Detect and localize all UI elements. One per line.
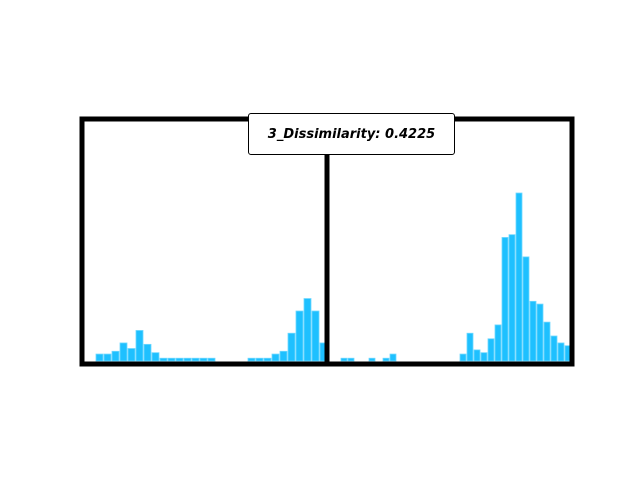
right-bar-20 bbox=[480, 352, 488, 362]
left-bar-12 bbox=[191, 357, 200, 362]
right-bar-31 bbox=[557, 342, 565, 362]
right-bar-22 bbox=[494, 324, 502, 362]
left-bar-2 bbox=[111, 350, 120, 362]
left-bar-0 bbox=[95, 353, 104, 362]
right-bar-26 bbox=[522, 256, 530, 362]
right-bar-27 bbox=[529, 300, 537, 362]
right-bar-28 bbox=[536, 303, 544, 362]
left-bar-9 bbox=[167, 357, 176, 362]
left-bar-21 bbox=[263, 357, 272, 362]
left-bar-3 bbox=[119, 342, 128, 362]
right-bar-0 bbox=[340, 357, 348, 362]
left-bar-4 bbox=[127, 348, 136, 362]
left-bar-8 bbox=[159, 357, 168, 362]
right-bar-17 bbox=[459, 353, 467, 362]
histogram-panel-right bbox=[340, 192, 572, 362]
left-bar-11 bbox=[183, 357, 192, 362]
left-bar-26 bbox=[303, 298, 312, 362]
left-bar-13 bbox=[199, 357, 208, 362]
right-bar-4 bbox=[368, 357, 376, 362]
right-bar-18 bbox=[466, 332, 474, 362]
left-bar-22 bbox=[271, 353, 280, 362]
left-bar-19 bbox=[247, 357, 256, 362]
left-bar-5 bbox=[135, 330, 144, 362]
left-panel-frame bbox=[79, 116, 330, 367]
right-bar-21 bbox=[487, 338, 495, 362]
left-bar-7 bbox=[151, 352, 160, 362]
right-bar-30 bbox=[550, 335, 558, 362]
right-bar-6 bbox=[382, 357, 390, 362]
left-bar-14 bbox=[207, 357, 216, 362]
left-bar-1 bbox=[103, 353, 112, 362]
left-bar-24 bbox=[287, 332, 296, 362]
left-bar-27 bbox=[311, 310, 320, 362]
right-bar-1 bbox=[347, 357, 355, 362]
left-bar-23 bbox=[279, 350, 288, 362]
right-bar-25 bbox=[515, 192, 523, 362]
right-bar-24 bbox=[508, 234, 516, 362]
left-bar-20 bbox=[255, 357, 264, 362]
histogram-panel-left bbox=[95, 298, 328, 362]
left-bar-6 bbox=[143, 343, 152, 362]
right-bar-7 bbox=[389, 353, 397, 362]
right-bar-23 bbox=[501, 237, 509, 362]
right-bar-29 bbox=[543, 321, 551, 362]
chart-title: 3_Dissimilarity: 0.4225 bbox=[248, 113, 455, 155]
right-bar-19 bbox=[473, 349, 481, 362]
left-bar-25 bbox=[295, 310, 304, 362]
left-bar-10 bbox=[175, 357, 184, 362]
